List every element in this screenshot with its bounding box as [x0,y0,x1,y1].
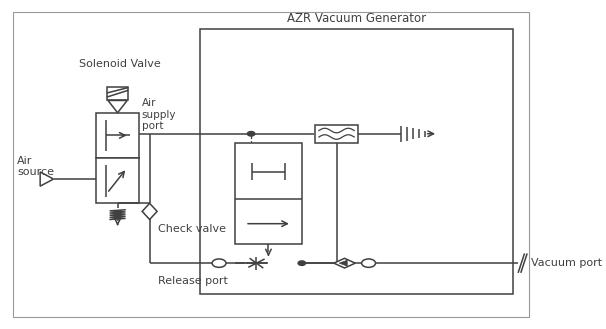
Text: Check valve: Check valve [158,224,225,234]
Text: AZR Vacuum Generator: AZR Vacuum Generator [287,13,426,25]
Bar [96,113,139,158]
Polygon shape [334,258,355,268]
Circle shape [298,261,305,266]
Bar [235,143,302,244]
Bar [201,29,513,294]
Text: Vacuum port: Vacuum port [531,258,602,268]
Text: Air
source: Air source [17,156,54,177]
Bar [96,158,139,203]
Polygon shape [339,260,347,266]
Circle shape [247,132,255,136]
Circle shape [212,259,226,267]
Polygon shape [40,172,53,186]
Bar [315,125,358,143]
Text: Release port: Release port [158,276,227,286]
Polygon shape [108,100,127,113]
Text: Solenoid Valve: Solenoid Valve [79,59,161,69]
Circle shape [362,259,376,267]
Bar [107,87,128,100]
Text: Air
supply
port: Air supply port [142,98,176,131]
Polygon shape [142,203,157,219]
